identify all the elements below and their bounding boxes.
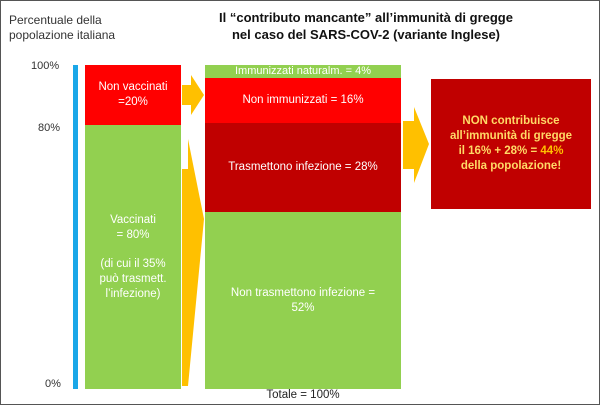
- transmit-label: Trasmettono infezione = 28%: [228, 161, 378, 173]
- no-transmit-box: Non trasmettono infezione = 52%: [205, 212, 401, 389]
- non-vaccinated-label: Non vaccinati: [98, 81, 168, 93]
- main-title-line1: Il “contributo mancante” all’immunità di…: [219, 10, 513, 25]
- arrow-non-vaccinated: [182, 75, 204, 115]
- result-box: NON contribuisce all’immunità di gregge …: [431, 79, 591, 209]
- result-sum: il 16% + 28% =: [458, 145, 541, 157]
- no-transmit-value: 52%: [291, 301, 315, 314]
- main-title: Il “contributo mancante” all’immunità di…: [201, 9, 531, 43]
- vaccinated-label: Vaccinati: [110, 213, 156, 226]
- tick-100: 100%: [31, 60, 60, 72]
- vaccinated-value: = 80%: [116, 228, 150, 241]
- result-line3: il 16% + 28% = 44%: [459, 144, 564, 159]
- non-vaccinated-box: Non vaccinati =20%: [85, 65, 181, 125]
- transmit-box: Trasmettono infezione = 28%: [205, 123, 401, 212]
- vaccinated-note-line1: (di cui il 35%: [100, 257, 166, 270]
- vaccinated-box: Vaccinati = 80% (di cui il 35% può trasm…: [85, 125, 181, 389]
- vaccinated-note-line2: può trasmett.: [99, 272, 167, 285]
- y-axis-title-line2: popolazione italiana: [9, 28, 116, 42]
- arrow-result: [403, 107, 429, 183]
- y-axis-bar: [73, 65, 78, 389]
- no-transmit-label: Non trasmettono infezione =: [230, 286, 376, 299]
- main-title-line2: nel caso del SARS-COV-2 (variante Ingles…: [231, 27, 501, 42]
- vaccinated-note-line3: l’infezione): [105, 287, 161, 300]
- result-line1: NON contribuisce: [462, 115, 560, 127]
- result-total-percent: 44%: [540, 145, 564, 157]
- result-line2: all’immunità di gregge: [449, 130, 573, 142]
- arrow-vaccinated: [182, 139, 204, 386]
- tick-80: 80%: [38, 122, 61, 134]
- tick-0: 0%: [45, 378, 61, 390]
- result-line4: della popolazione!: [460, 160, 562, 172]
- total-label: Totale = 100%: [266, 389, 340, 401]
- non-vaccinated-value: =20%: [118, 96, 148, 108]
- y-axis-title: Percentuale della popolazione italiana: [9, 13, 179, 43]
- natural-immunized-box: Immunizzati naturalm. = 4%: [205, 65, 401, 78]
- natural-immunized-label: Immunizzati naturalm. = 4%: [234, 65, 372, 77]
- not-immunized-box: Non immunizzati = 16%: [205, 78, 401, 123]
- y-axis-title-line1: Percentuale della: [9, 13, 102, 27]
- not-immunized-label: Non immunizzati = 16%: [242, 94, 364, 106]
